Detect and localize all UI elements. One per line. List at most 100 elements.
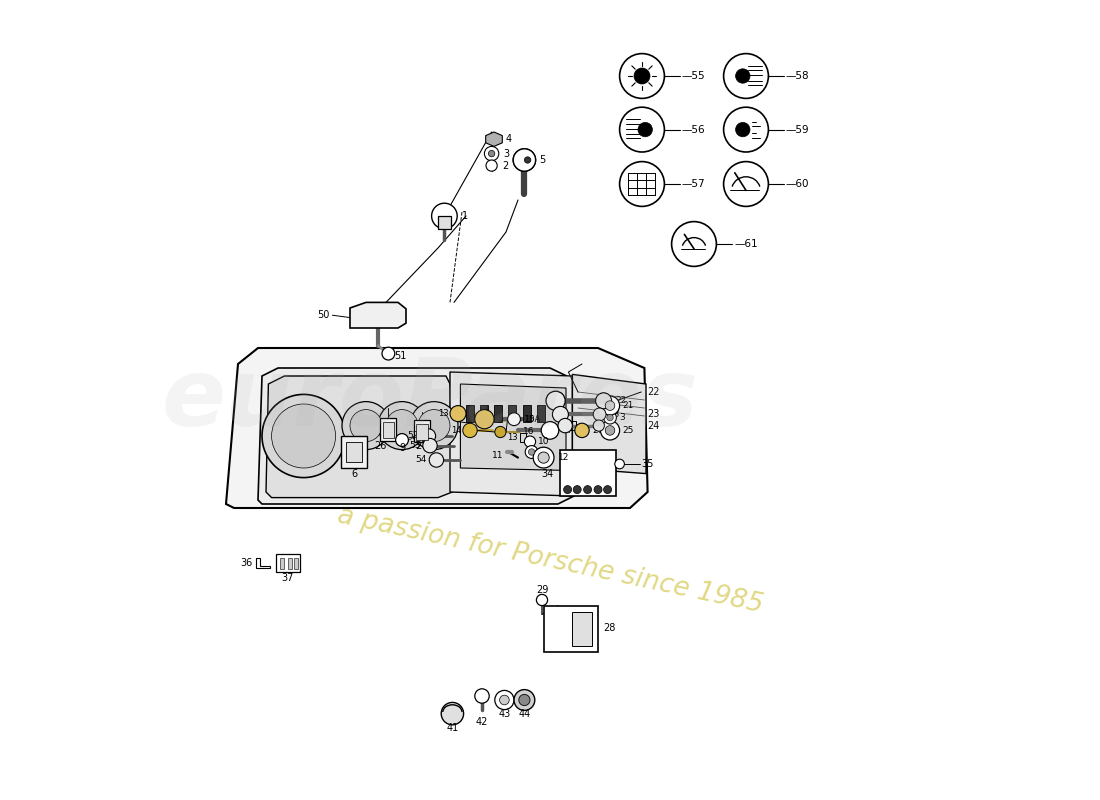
Text: 3: 3 bbox=[504, 149, 509, 158]
Bar bbox=[341, 436, 366, 468]
Circle shape bbox=[386, 410, 418, 442]
Circle shape bbox=[475, 410, 494, 429]
Circle shape bbox=[484, 146, 498, 161]
Circle shape bbox=[619, 107, 664, 152]
Circle shape bbox=[441, 702, 463, 725]
Bar bbox=[480, 405, 487, 422]
Text: 24: 24 bbox=[647, 421, 659, 430]
Text: 24: 24 bbox=[605, 421, 616, 430]
Text: 3: 3 bbox=[541, 447, 547, 457]
Bar bbox=[560, 450, 616, 496]
Polygon shape bbox=[450, 372, 572, 496]
Text: a passion for Porsche since 1985: a passion for Porsche since 1985 bbox=[334, 502, 766, 618]
Text: 13: 13 bbox=[438, 409, 449, 418]
Circle shape bbox=[558, 418, 572, 433]
Circle shape bbox=[514, 690, 535, 710]
Circle shape bbox=[672, 222, 716, 266]
Circle shape bbox=[638, 122, 652, 137]
Circle shape bbox=[525, 157, 531, 163]
Text: 42: 42 bbox=[476, 717, 488, 726]
Circle shape bbox=[619, 54, 664, 98]
Polygon shape bbox=[258, 368, 574, 504]
Text: 23: 23 bbox=[647, 409, 659, 418]
Bar bbox=[287, 558, 292, 569]
Text: 6: 6 bbox=[351, 470, 358, 479]
Bar bbox=[543, 606, 598, 652]
Circle shape bbox=[418, 410, 450, 442]
Text: 1: 1 bbox=[462, 211, 469, 221]
Circle shape bbox=[593, 420, 604, 431]
Polygon shape bbox=[255, 558, 270, 568]
Circle shape bbox=[724, 162, 769, 206]
Circle shape bbox=[601, 421, 619, 440]
Text: 17: 17 bbox=[562, 426, 573, 435]
Circle shape bbox=[378, 402, 426, 450]
Circle shape bbox=[272, 404, 336, 468]
Circle shape bbox=[519, 694, 530, 706]
Circle shape bbox=[525, 436, 536, 447]
Polygon shape bbox=[266, 376, 452, 498]
Bar bbox=[508, 405, 516, 422]
Text: —58: —58 bbox=[786, 71, 810, 81]
Circle shape bbox=[605, 426, 615, 435]
Polygon shape bbox=[461, 384, 566, 470]
Circle shape bbox=[546, 391, 565, 410]
Circle shape bbox=[615, 459, 625, 469]
Text: 13: 13 bbox=[557, 421, 568, 430]
Circle shape bbox=[563, 486, 572, 494]
Text: 34: 34 bbox=[541, 469, 553, 478]
Text: 27: 27 bbox=[416, 441, 428, 450]
Text: euroPares: euroPares bbox=[162, 354, 698, 446]
Text: —61: —61 bbox=[734, 239, 758, 249]
Text: —57: —57 bbox=[682, 179, 705, 189]
Circle shape bbox=[463, 423, 477, 438]
Circle shape bbox=[396, 434, 408, 446]
Text: —55: —55 bbox=[682, 71, 705, 81]
Circle shape bbox=[724, 54, 769, 98]
Text: 50: 50 bbox=[318, 310, 330, 320]
Circle shape bbox=[594, 486, 602, 494]
Text: 52: 52 bbox=[407, 431, 419, 441]
Bar bbox=[417, 424, 428, 440]
Text: 11: 11 bbox=[492, 451, 504, 461]
Circle shape bbox=[573, 486, 581, 494]
Circle shape bbox=[724, 107, 769, 152]
Circle shape bbox=[575, 423, 590, 438]
Bar bbox=[414, 420, 430, 442]
Text: 14: 14 bbox=[451, 426, 462, 435]
Circle shape bbox=[525, 446, 538, 458]
Circle shape bbox=[595, 393, 612, 409]
Circle shape bbox=[382, 347, 395, 360]
Bar bbox=[280, 558, 285, 569]
Text: 4: 4 bbox=[506, 134, 513, 144]
Bar bbox=[276, 554, 300, 572]
Text: 23: 23 bbox=[608, 410, 619, 419]
Circle shape bbox=[593, 408, 606, 421]
Circle shape bbox=[495, 426, 506, 438]
Text: 41: 41 bbox=[447, 723, 459, 733]
Circle shape bbox=[534, 447, 554, 468]
Circle shape bbox=[410, 402, 458, 450]
Text: 16: 16 bbox=[522, 427, 535, 437]
Circle shape bbox=[604, 411, 616, 424]
Text: 5: 5 bbox=[539, 155, 544, 165]
Bar bbox=[438, 216, 451, 229]
Circle shape bbox=[514, 149, 536, 171]
Text: 26: 26 bbox=[374, 441, 386, 450]
Bar bbox=[383, 422, 394, 438]
Circle shape bbox=[421, 429, 436, 443]
Circle shape bbox=[350, 410, 382, 442]
Bar bbox=[494, 405, 502, 422]
Text: 3: 3 bbox=[619, 413, 625, 422]
Bar bbox=[294, 558, 298, 569]
Circle shape bbox=[262, 394, 345, 478]
Text: —60: —60 bbox=[786, 179, 810, 189]
Circle shape bbox=[601, 396, 619, 415]
Text: 22: 22 bbox=[647, 387, 659, 397]
Text: 22: 22 bbox=[616, 396, 627, 406]
Text: 2: 2 bbox=[502, 161, 508, 170]
Text: 35: 35 bbox=[641, 459, 653, 469]
Circle shape bbox=[499, 695, 509, 705]
Circle shape bbox=[607, 414, 613, 421]
Polygon shape bbox=[226, 348, 648, 508]
